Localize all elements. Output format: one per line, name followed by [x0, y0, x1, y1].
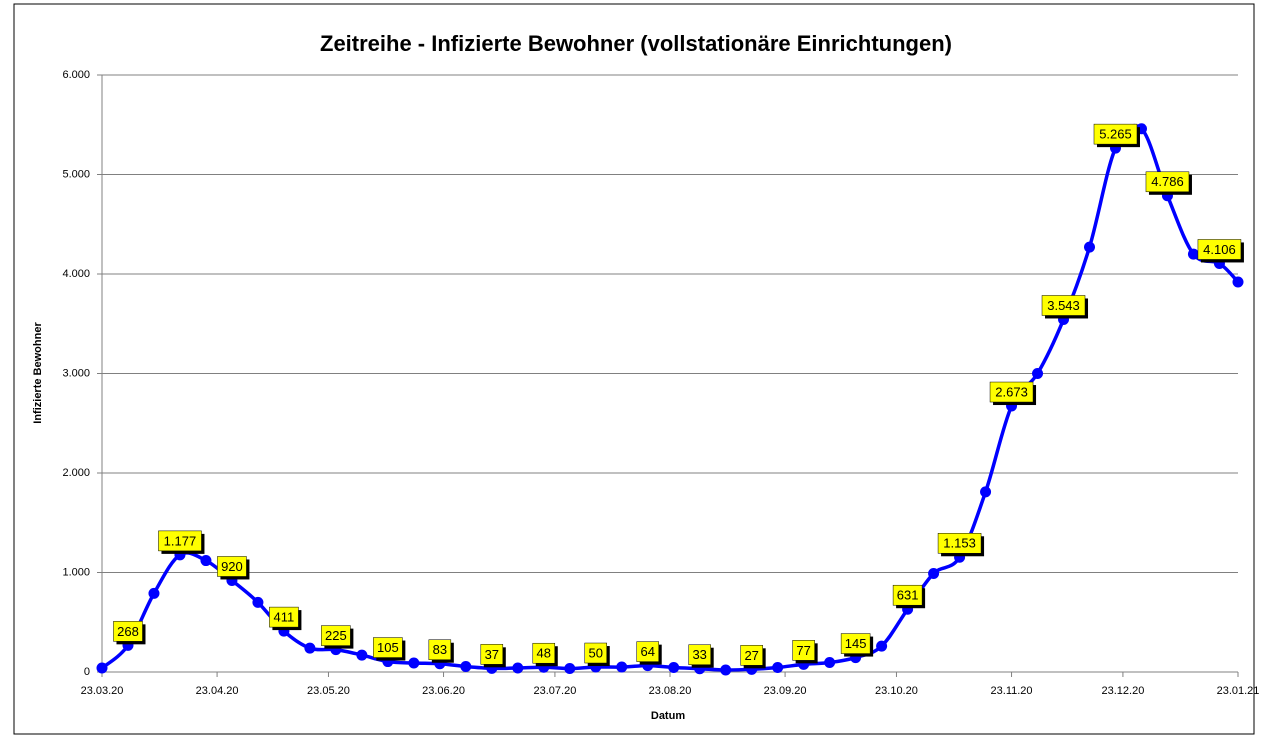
marker: [1187, 248, 1199, 260]
marker: [304, 642, 316, 654]
marker: [980, 486, 992, 498]
label-box: [1145, 171, 1190, 193]
label-box: [892, 584, 923, 606]
data-label: 48: [537, 646, 551, 661]
label-box: [532, 642, 556, 664]
data-label: 2.673: [995, 384, 1028, 399]
label-box: [792, 640, 815, 661]
marker: [460, 661, 472, 673]
data-label: 3.543: [1047, 298, 1080, 313]
data-label: 631: [897, 588, 919, 603]
label-box: [217, 556, 247, 577]
marker: [668, 662, 680, 674]
marker: [356, 649, 368, 661]
x-axis-label: Datum: [651, 710, 685, 722]
label-box: [113, 621, 143, 642]
marker: [928, 567, 940, 579]
marker: [512, 662, 524, 674]
label-box: [584, 642, 608, 664]
data-label: 225: [325, 628, 347, 643]
marker: [1232, 276, 1244, 288]
label-box: [1093, 123, 1138, 145]
y-tick-label: 6.000: [62, 69, 90, 81]
data-label: 37: [485, 647, 499, 662]
marker: [824, 657, 836, 669]
x-tick-label: 23.04.20: [196, 685, 239, 697]
marker: [200, 555, 212, 567]
marker: [252, 596, 264, 608]
data-label: 5.265: [1099, 127, 1132, 142]
y-tick-label: 3.000: [62, 367, 90, 379]
label-box: [989, 381, 1034, 403]
label-box: [840, 633, 871, 654]
y-tick-label: 2.000: [62, 467, 90, 479]
x-tick-label: 23.08.20: [649, 685, 692, 697]
label-box: [321, 625, 351, 646]
marker: [1084, 241, 1096, 253]
data-label: 77: [796, 643, 810, 658]
label-box: [428, 639, 452, 660]
chart-frame: [13, 3, 1255, 735]
x-tick-label: 23.05.20: [307, 685, 350, 697]
label-box: [158, 530, 202, 552]
x-tick-label: 23.09.20: [764, 685, 807, 697]
data-label: 268: [117, 624, 139, 639]
chart-title: Zeitreihe - Infizierte Bewohner (vollsta…: [320, 31, 952, 56]
y-axis-label: Infizierte Bewohner: [32, 322, 44, 424]
data-label: 145: [845, 636, 867, 651]
label-box: [1197, 239, 1242, 260]
label-box: [636, 641, 659, 662]
label-box: [269, 606, 299, 628]
y-tick-label: 5.000: [62, 168, 90, 180]
x-tick-label: 23.01.21: [1217, 685, 1260, 697]
label-box: [1041, 295, 1086, 316]
data-label: 4.106: [1203, 242, 1236, 257]
marker: [408, 657, 420, 669]
marker: [876, 640, 888, 652]
marker: [148, 587, 160, 599]
marker: [616, 661, 628, 673]
label-box: [740, 645, 763, 666]
y-tick-label: 0: [84, 666, 90, 678]
x-tick-label: 23.03.20: [81, 685, 124, 697]
x-tick-label: 23.07.20: [534, 685, 577, 697]
label-box: [480, 644, 504, 665]
label-box: [688, 644, 711, 665]
y-tick-label: 4.000: [62, 268, 90, 280]
data-label: 105: [377, 640, 399, 655]
data-label: 83: [433, 642, 447, 657]
x-tick-label: 23.11.20: [991, 685, 1033, 697]
data-label: 411: [274, 610, 295, 625]
y-tick-label: 1.000: [62, 566, 90, 578]
data-label: 1.153: [943, 536, 976, 551]
x-tick-label: 23.06.20: [422, 685, 465, 697]
label-box: [373, 637, 403, 658]
data-label: 33: [692, 647, 706, 662]
x-tick-label: 23.12.20: [1102, 685, 1145, 697]
label-box: [937, 533, 982, 554]
marker: [720, 664, 732, 676]
data-label: 64: [640, 644, 654, 659]
x-tick-label: 23.10.20: [875, 685, 918, 697]
marker: [1032, 368, 1044, 379]
data-label: 4.786: [1151, 174, 1184, 189]
data-label: 27: [744, 648, 758, 663]
data-label: 1.177: [164, 533, 197, 548]
marker: [96, 662, 108, 674]
data-label: 50: [589, 645, 603, 660]
marker: [772, 662, 784, 674]
marker: [564, 663, 576, 675]
data-label: 920: [221, 559, 243, 574]
